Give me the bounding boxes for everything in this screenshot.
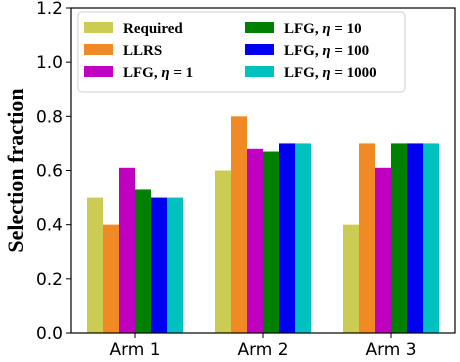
y-tick-label: 0.8 [36,107,63,127]
legend-swatch [245,44,274,55]
bar [407,143,423,333]
legend-frame [77,11,406,93]
bar [247,148,263,333]
bar [263,151,279,333]
legend-swatch [84,66,113,77]
x-tick-label: Arm 2 [237,340,288,360]
y-tick-label: 0.4 [36,216,63,236]
legend-label: LLRS [123,43,162,59]
bars-group [87,116,439,333]
bar [167,197,183,333]
y-tick-label: 0.2 [36,270,63,290]
bar [135,189,151,333]
legend-label: Required [123,21,183,37]
legend-label: LFG, η = 100 [284,43,369,59]
y-axis-ticks: 0.0 0.2 0.4 0.6 0.8 1.0 1.2 [36,0,71,344]
bar [231,116,247,333]
y-tick-label: 1.2 [36,0,63,19]
bar [103,224,119,333]
bar [151,197,167,333]
legend-swatch [245,66,274,77]
legend-label: LFG, η = 1 [123,65,193,81]
bar [279,143,295,333]
legend-label: LFG, η = 1000 [284,65,377,81]
bar [119,167,135,333]
legend: Required LLRS LFG, η = 1 LFG, η = 10 LFG, η … [77,11,406,93]
bar [423,143,439,333]
bar [375,167,391,333]
legend-swatch [84,22,113,33]
bar [215,170,231,333]
x-tick-label: Arm 3 [365,340,416,360]
bar [295,143,311,333]
y-tick-label: 0.6 [36,162,63,182]
bar [391,143,407,333]
y-tick-label: 0.0 [36,324,63,344]
x-axis-ticks: Arm 1 Arm 2 Arm 3 [109,333,417,360]
legend-swatch [84,44,113,55]
y-tick-label: 1.0 [36,53,63,73]
legend-swatch [245,22,274,33]
bar [87,197,103,333]
bar [343,224,359,333]
x-tick-label: Arm 1 [109,340,160,360]
legend-label: LFG, η = 10 [284,21,362,37]
y-axis-label: Selection fraction [3,88,28,252]
bar [359,143,375,333]
